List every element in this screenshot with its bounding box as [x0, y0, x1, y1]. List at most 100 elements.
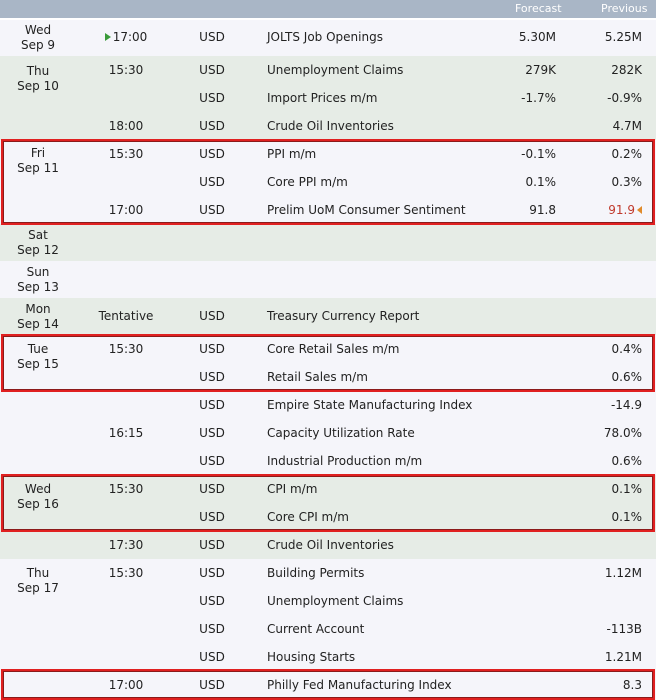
table-header: Forecast Previous [0, 0, 656, 18]
event-cell[interactable]: Core Retail Sales m/m [267, 342, 400, 356]
currency-cell: USD [199, 63, 225, 77]
table-row[interactable]: 15:30 USD Core Retail Sales m/m 0.4% [0, 335, 656, 363]
table-row[interactable]: Mon Sep 14 Tentative USD Treasury Currenc… [0, 298, 656, 335]
table-row[interactable]: 15:30 USD Unemployment Claims 279K 282K [0, 56, 656, 84]
time-cell: 15:30 [108, 566, 144, 580]
table-row[interactable]: 15:30 USD CPI m/m 0.1% [0, 475, 656, 503]
previous-cell: 91.9 [560, 196, 642, 224]
event-cell[interactable]: JOLTS Job Openings [267, 30, 383, 44]
previous-cell: 4.7M [612, 119, 642, 133]
event-cell[interactable]: Retail Sales m/m [267, 370, 368, 384]
time-cell: 18:00 [108, 119, 144, 133]
currency-cell: USD [199, 309, 225, 323]
event-cell[interactable]: Core CPI m/m [267, 510, 349, 524]
forecast-cell: 279K [525, 63, 556, 77]
currency-cell: USD [199, 454, 225, 468]
table-row[interactable]: USD Core CPI m/m 0.1% [0, 503, 656, 531]
event-cell[interactable]: PPI m/m [267, 147, 317, 161]
currency-cell: USD [199, 426, 225, 440]
table-row[interactable]: USD Housing Starts 1.21M [0, 643, 656, 671]
previous-cell: 1.12M [604, 566, 642, 580]
previous-cell: -0.9% [607, 91, 642, 105]
previous-cell: 0.3% [611, 175, 643, 189]
table-row[interactable]: USD Core PPI m/m 0.1% 0.3% [0, 168, 656, 196]
currency-cell: USD [199, 538, 225, 552]
event-cell[interactable]: Empire State Manufacturing Index [267, 398, 473, 412]
event-cell[interactable]: Current Account [267, 622, 365, 636]
currency-cell: USD [199, 398, 225, 412]
table-row[interactable]: 17:00 USD Philly Fed Manufacturing Index… [0, 671, 656, 699]
event-cell[interactable]: CPI m/m [267, 482, 318, 496]
day-group: Wed Sep 16 [0, 475, 656, 559]
table-row[interactable]: 17:30 USD Crude Oil Inventories [0, 531, 656, 559]
currency-cell: USD [199, 650, 225, 664]
table-row[interactable]: 15:30 USD PPI m/m -0.1% 0.2% [0, 140, 656, 168]
event-cell[interactable]: Housing Starts [267, 650, 356, 664]
event-cell[interactable]: Crude Oil Inventories [267, 538, 394, 552]
event-cell[interactable]: Crude Oil Inventories [267, 119, 394, 133]
previous-cell: 0.6% [611, 454, 643, 468]
forecast-cell: 91.8 [529, 203, 556, 217]
date-cell: Wed Sep 16 [17, 482, 59, 511]
event-cell[interactable]: Unemployment Claims [267, 594, 404, 608]
currency-cell: USD [199, 30, 225, 44]
previous-cell: 0.1% [611, 510, 643, 524]
previous-cell: 1.21M [604, 650, 642, 664]
previous-cell: 0.4% [611, 342, 643, 356]
table-row[interactable]: USD Import Prices m/m -1.7% -0.9% [0, 84, 656, 112]
time-cell: 17:30 [108, 538, 144, 552]
date-cell: Sat Sep 12 [17, 228, 59, 257]
time-cell: 17:00 [88, 20, 164, 54]
table-row[interactable]: USD Empire State Manufacturing Index -14… [0, 391, 656, 419]
date-cell: Fri Sep 11 [17, 146, 59, 175]
currency-cell: USD [199, 622, 225, 636]
previous-cell: 78.0% [603, 426, 642, 440]
time-cell: 15:30 [108, 147, 144, 161]
previous-cell: -113B [606, 622, 642, 636]
day-group: Thu Sep 10 [0, 56, 656, 140]
table-row[interactable]: 18:00 USD Crude Oil Inventories 4.7M [0, 112, 656, 140]
event-cell[interactable]: Philly Fed Manufacturing Index [267, 678, 452, 692]
table-row[interactable]: USD Unemployment Claims [0, 587, 656, 615]
time-cell: 15:30 [108, 482, 144, 496]
event-cell[interactable]: Capacity Utilization Rate [267, 426, 415, 440]
previous-cell: 0.2% [611, 147, 643, 161]
table-row[interactable]: Wed Sep 9 17:00 USD JOLTS Job Openings 5.… [0, 20, 656, 56]
time-cell: 17:00 [108, 203, 144, 217]
forecast-cell: -0.1% [521, 147, 556, 161]
table-row[interactable]: USD Industrial Production m/m 0.6% [0, 447, 656, 475]
revised-arrow-icon [637, 206, 642, 214]
previous-cell: 282K [611, 63, 642, 77]
currency-cell: USD [199, 594, 225, 608]
currency-cell: USD [199, 510, 225, 524]
table-row[interactable]: 15:30 USD Building Permits 1.12M [0, 559, 656, 587]
date-cell: Thu Sep 10 [17, 64, 59, 93]
event-cell[interactable]: Industrial Production m/m [267, 454, 423, 468]
forecast-header: Forecast [515, 2, 562, 15]
previous-cell: 8.3 [622, 678, 642, 692]
event-cell[interactable]: Building Permits [267, 566, 365, 580]
event-cell[interactable]: Treasury Currency Report [267, 309, 420, 323]
forecast-cell: 5.30M [518, 30, 556, 44]
event-cell[interactable]: Prelim UoM Consumer Sentiment [267, 203, 466, 217]
currency-cell: USD [199, 203, 225, 217]
table-row[interactable]: 17:00 USD Prelim UoM Consumer Sentiment … [0, 196, 656, 224]
table-row[interactable]: 16:15 USD Capacity Utilization Rate 78.0… [0, 419, 656, 447]
currency-cell: USD [199, 482, 225, 496]
day-group: Tue Sep 15 [0, 335, 656, 475]
table-row[interactable]: USD Current Account -113B [0, 615, 656, 643]
previous-cell: 0.1% [611, 482, 643, 496]
date-cell: Tue Sep 15 [17, 342, 59, 371]
table-row[interactable]: USD Retail Sales m/m 0.6% [0, 363, 656, 391]
currency-cell: USD [199, 147, 225, 161]
event-cell[interactable]: Core PPI m/m [267, 175, 348, 189]
currency-cell: USD [199, 175, 225, 189]
time-cell: 17:00 [108, 678, 144, 692]
event-cell[interactable]: Unemployment Claims [267, 63, 404, 77]
time-cell: 16:15 [108, 426, 144, 440]
event-cell[interactable]: Import Prices m/m [267, 91, 378, 105]
day-group: Thu Sep 17 [0, 559, 656, 700]
play-icon [104, 33, 111, 41]
previous-cell: 0.6% [611, 370, 643, 384]
date-cell: Sun Sep 13 [17, 265, 59, 294]
